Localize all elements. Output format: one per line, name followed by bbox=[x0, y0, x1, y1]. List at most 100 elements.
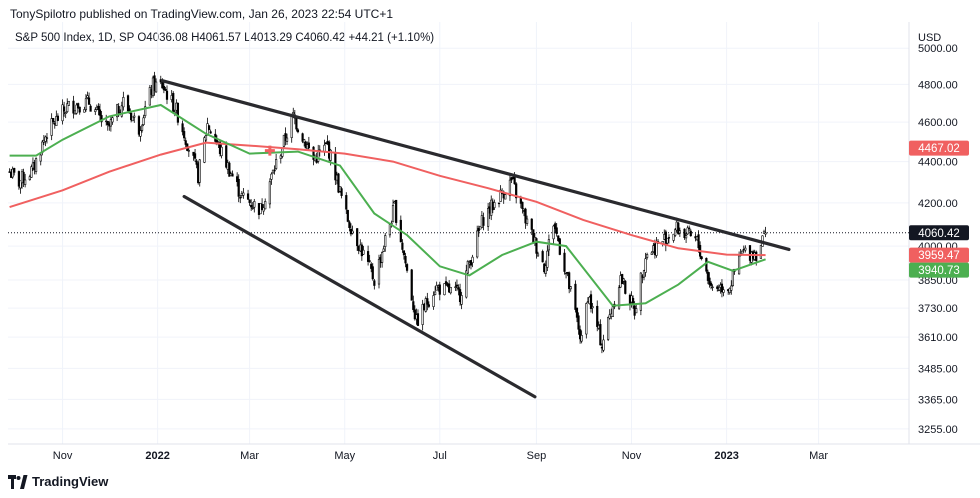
candle bbox=[137, 115, 141, 137]
candle bbox=[574, 280, 577, 313]
candle bbox=[432, 291, 435, 310]
candle bbox=[438, 281, 441, 301]
candle bbox=[246, 189, 250, 200]
candle bbox=[220, 144, 223, 159]
candle bbox=[655, 236, 658, 258]
candle bbox=[106, 120, 109, 131]
time-tick-label: Mar bbox=[809, 450, 828, 462]
candle bbox=[323, 139, 326, 156]
candle bbox=[405, 262, 409, 273]
candle bbox=[61, 99, 64, 125]
candle bbox=[744, 245, 747, 253]
candle bbox=[356, 228, 359, 251]
candle bbox=[434, 286, 437, 296]
candle bbox=[307, 136, 310, 151]
time-tick-label: 2023 bbox=[714, 450, 738, 462]
candle bbox=[667, 234, 671, 244]
candle bbox=[284, 127, 287, 146]
candle bbox=[63, 101, 66, 117]
candle bbox=[139, 126, 142, 142]
candle bbox=[64, 111, 67, 119]
candle bbox=[454, 281, 457, 291]
candle bbox=[435, 281, 438, 291]
candle bbox=[412, 295, 415, 313]
candle bbox=[231, 170, 234, 177]
candle bbox=[84, 94, 88, 112]
candle bbox=[493, 199, 496, 211]
candle bbox=[111, 115, 114, 125]
candle bbox=[264, 198, 267, 210]
candle bbox=[176, 102, 180, 126]
candle bbox=[589, 290, 593, 313]
candle bbox=[164, 86, 167, 92]
candle bbox=[154, 78, 158, 93]
time-axis[interactable]: Nov 2022 Mar May Jul Sep Nov 2023 Mar bbox=[53, 450, 829, 462]
tradingview-logo[interactable]: TradingView bbox=[8, 474, 108, 489]
candle bbox=[427, 301, 430, 309]
time-tick-label: Nov bbox=[622, 450, 642, 462]
svg-text:3959.47: 3959.47 bbox=[918, 250, 960, 262]
time-tick-label: Jul bbox=[433, 450, 447, 462]
candle bbox=[142, 114, 145, 127]
trendline-1[interactable] bbox=[160, 79, 791, 252]
candle bbox=[546, 245, 549, 272]
candle bbox=[402, 250, 406, 260]
candle bbox=[30, 164, 33, 178]
candle bbox=[275, 153, 278, 170]
candle bbox=[248, 199, 251, 206]
candle bbox=[683, 228, 686, 240]
candle bbox=[677, 221, 680, 235]
candle bbox=[140, 124, 144, 133]
price-axis[interactable]: 3255.00 3365.00 3485.00 3610.00 3730.00 3850.… bbox=[918, 43, 958, 436]
candle bbox=[646, 252, 649, 260]
cross-marker bbox=[264, 145, 275, 156]
price-tick-label: 5000.00 bbox=[918, 43, 958, 55]
candle bbox=[370, 261, 373, 273]
candle bbox=[639, 271, 642, 316]
candle bbox=[391, 199, 395, 223]
candle bbox=[401, 239, 404, 253]
candle bbox=[544, 260, 547, 277]
candle bbox=[465, 264, 468, 299]
candle bbox=[717, 284, 720, 292]
candle bbox=[524, 207, 527, 229]
candle bbox=[66, 98, 69, 114]
candle bbox=[209, 129, 212, 134]
trendlines[interactable] bbox=[160, 79, 791, 399]
candle bbox=[678, 227, 681, 237]
time-tick-label: Nov bbox=[53, 450, 73, 462]
candle bbox=[260, 198, 264, 210]
candle bbox=[271, 169, 275, 174]
price-badge: 3959.47 bbox=[909, 247, 969, 263]
candle bbox=[195, 158, 198, 169]
candle bbox=[52, 117, 55, 124]
candle bbox=[39, 152, 42, 166]
candle bbox=[24, 173, 27, 188]
candle bbox=[499, 185, 502, 203]
price-tick-label: 3610.00 bbox=[918, 332, 958, 344]
price-badge: 4060.42 bbox=[909, 225, 969, 241]
candle bbox=[536, 251, 540, 257]
candle bbox=[303, 138, 306, 147]
price-chart[interactable]: USD 3255.003365.003485.003610.003730.003… bbox=[0, 0, 980, 470]
price-badges: 4467.02 4060.42 3959.47 3940.73 bbox=[909, 140, 969, 278]
candle bbox=[368, 254, 371, 263]
candle bbox=[706, 269, 710, 285]
high-label: H bbox=[191, 32, 200, 44]
symbol-name[interactable]: S&P 500 Index, 1D, SP bbox=[15, 32, 135, 44]
candle bbox=[83, 106, 86, 113]
candle bbox=[624, 279, 627, 295]
candle bbox=[130, 111, 133, 123]
candle bbox=[457, 284, 460, 296]
candle bbox=[377, 254, 381, 289]
candle bbox=[455, 279, 459, 292]
time-tick-label: May bbox=[334, 450, 355, 462]
candle bbox=[285, 133, 289, 145]
low-value: 4013.29 bbox=[250, 32, 293, 44]
candle bbox=[569, 285, 572, 292]
candle bbox=[72, 95, 75, 119]
trendline-2[interactable] bbox=[182, 194, 537, 399]
candle bbox=[577, 312, 580, 335]
svg-text:4060.42: 4060.42 bbox=[918, 228, 960, 240]
candle bbox=[144, 100, 147, 119]
